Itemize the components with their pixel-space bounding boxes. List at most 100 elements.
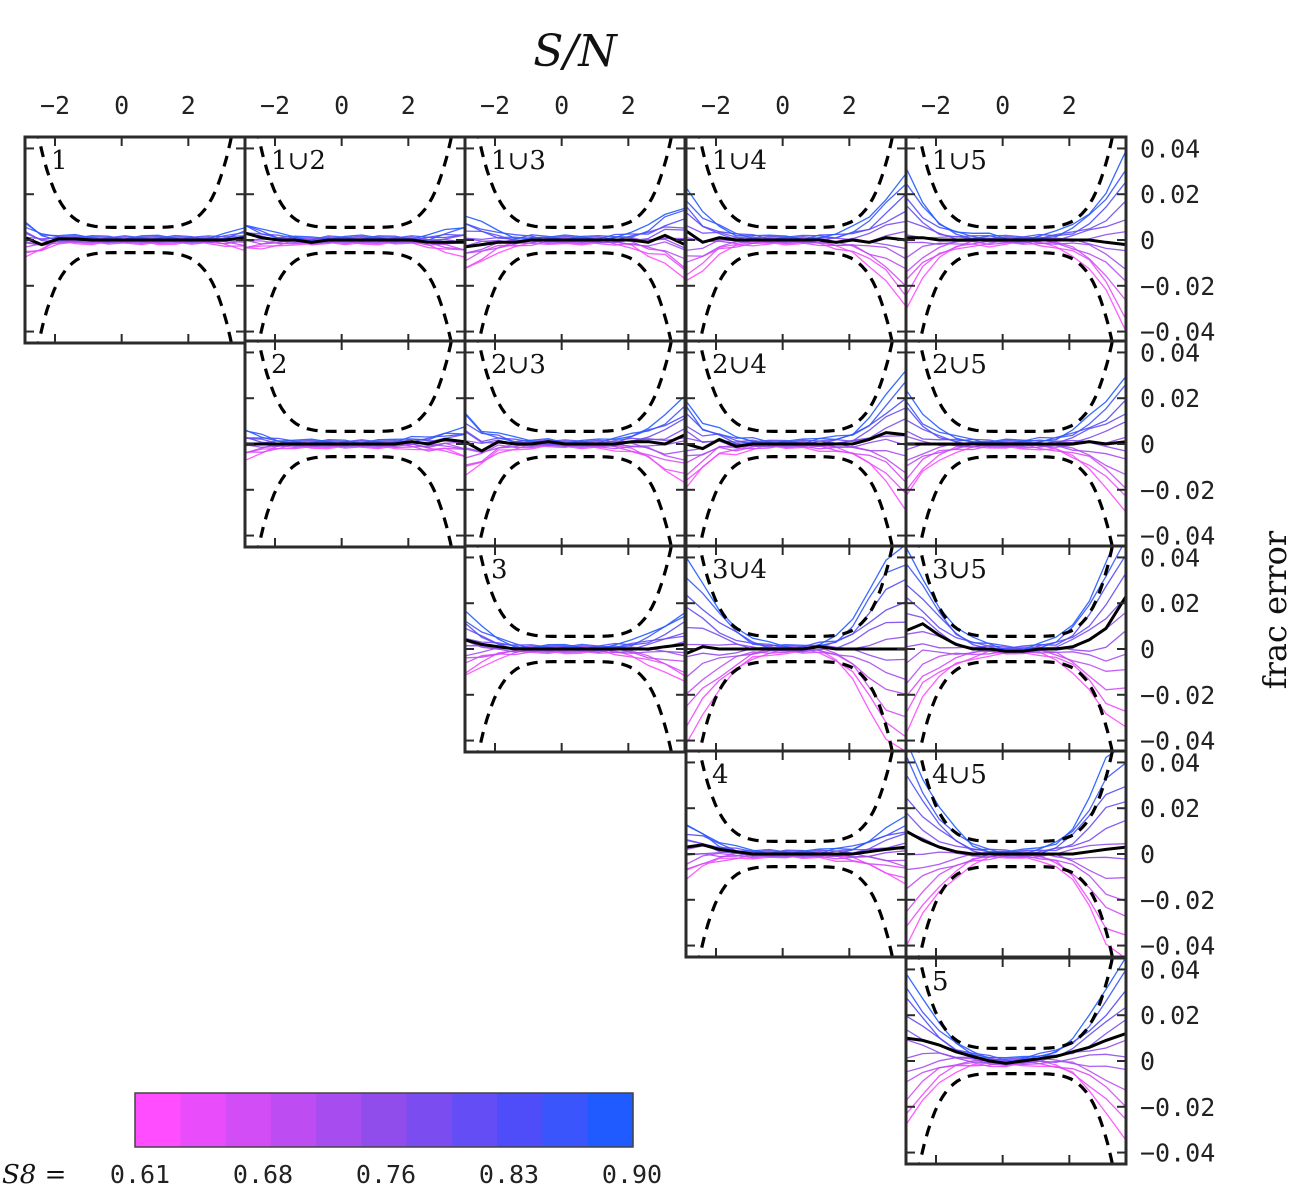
colorbar-swatch [135, 1093, 181, 1147]
s8-realization-line [465, 239, 685, 280]
s8-realization-line [906, 375, 1126, 443]
upper-tolerance-envelope [477, 341, 673, 433]
s8-realization-line [245, 232, 465, 244]
mean-line [25, 236, 245, 247]
x-tick-label: 2 [181, 91, 196, 120]
panel-plot-area [686, 546, 906, 752]
y-tick-label: −0.04 [1140, 522, 1215, 551]
panel-2: 2 [243, 339, 467, 549]
s8-realization-line [906, 443, 1126, 513]
upper-tolerance-envelope [477, 137, 673, 229]
lower-tolerance-envelope [918, 455, 1114, 547]
s8-realization-line [686, 241, 906, 307]
y-tick-label: 0.02 [1140, 180, 1200, 209]
s8-realization-line [906, 853, 1126, 880]
x-tick-label: −2 [260, 91, 290, 120]
x-tick-label: 0 [114, 91, 129, 120]
y-tick-label: −0.02 [1140, 681, 1215, 710]
x-tick-label: 0 [775, 91, 790, 120]
x-tick-label: −2 [701, 91, 731, 120]
mean-line [465, 433, 685, 453]
y-tick-label: −0.02 [1140, 886, 1215, 915]
panel-plot-area [465, 137, 685, 343]
s8-realization-line [465, 610, 685, 651]
upper-tolerance-envelope [698, 546, 894, 638]
lower-tolerance-envelope [918, 1072, 1114, 1164]
y-tick-label: −0.02 [1140, 272, 1215, 301]
lower-tolerance-envelope [918, 251, 1114, 343]
colorbar-tick-label: 0.83 [479, 1160, 539, 1189]
x-tick-label: −2 [480, 91, 510, 120]
panel-label: 2 [271, 350, 288, 380]
s8-realization-line [465, 646, 685, 663]
panel-plot-area [245, 137, 465, 343]
x-tick-label: −2 [921, 91, 951, 120]
s8-realization-line [686, 369, 906, 445]
s8-realization-line [686, 173, 906, 241]
y-tick-label: −0.04 [1140, 318, 1215, 347]
panel-1∪2: 1∪2 [243, 135, 467, 345]
mean-line [686, 229, 906, 244]
mean-line [906, 595, 1126, 653]
y-tick-label: 0.04 [1140, 338, 1200, 367]
x-tick-label: 2 [621, 91, 636, 120]
panels-layer: 1 1∪2 1∪3 1∪4 1∪5 0.04 0.02 0 −0.02 −0.04 2 2∪3 2∪4 2… [23, 91, 1215, 1168]
y-tick-label: −0.02 [1140, 476, 1215, 505]
mean-line [465, 233, 685, 249]
panel-3∪5: 3∪5 [904, 544, 1128, 754]
mean-line [245, 231, 465, 244]
mean-line [465, 638, 685, 651]
x-axis-title: S/N [533, 26, 618, 77]
s8-realization-line [245, 432, 465, 446]
panel-3∪4: 3∪4 [684, 544, 908, 754]
mean-line [906, 829, 1126, 856]
panel-1∪5: 1∪5 [904, 135, 1128, 345]
s8-realization-line [906, 856, 1126, 936]
y-tick-label: 0 [1140, 635, 1155, 664]
panel-plot-area [465, 546, 685, 752]
upper-tolerance-envelope [698, 341, 894, 433]
upper-tolerance-envelope [257, 341, 453, 433]
colorbar-swatch [316, 1093, 362, 1147]
y-tick-label: 0.04 [1140, 955, 1200, 984]
y-tick-label: 0 [1140, 1047, 1155, 1076]
panel-plot-area [906, 137, 1126, 343]
lower-tolerance-envelope [477, 251, 673, 343]
s8-realization-line [686, 238, 906, 270]
panel-plot-area [906, 751, 1126, 957]
s8-realization-line [686, 444, 906, 494]
panel-label: 1 [51, 146, 68, 176]
y-tick-label: 0.04 [1140, 543, 1200, 572]
s8-realization-line [686, 648, 906, 718]
upper-tolerance-envelope [257, 137, 453, 229]
upper-tolerance-envelope [918, 958, 1114, 1050]
y-tick-label: −0.04 [1140, 932, 1215, 961]
panel-plot-area [465, 341, 685, 547]
lower-tolerance-envelope [37, 251, 233, 343]
lower-tolerance-envelope [698, 455, 894, 547]
s8-realization-line [906, 237, 1126, 252]
upper-tolerance-envelope [918, 341, 1114, 433]
panel-4∪5: 4∪5 [904, 749, 1128, 959]
y-tick-label: 0.04 [1140, 748, 1200, 777]
panel-plot-area [25, 137, 245, 343]
x-tick-label: −2 [40, 91, 70, 120]
x-tick-label: 0 [995, 91, 1010, 120]
colorbar-swatch [361, 1093, 408, 1147]
mean-line [245, 437, 465, 446]
colorbar-swatch [406, 1093, 453, 1147]
colorbar-swatch [497, 1093, 544, 1147]
mean-line [906, 1032, 1126, 1065]
s8-realization-line [906, 596, 1126, 652]
s8-colorbar: 0.61 0.68 0.76 0.83 0.90 [110, 1092, 662, 1189]
s8-realization-line [465, 647, 685, 682]
lower-tolerance-envelope [257, 251, 453, 343]
s8-realization-line [245, 224, 465, 242]
panel-1: 1 [23, 135, 247, 345]
y-axis-title: frac error [1256, 530, 1294, 689]
lower-tolerance-envelope [698, 251, 894, 343]
upper-tolerance-envelope [918, 546, 1114, 638]
y-tick-label: −0.04 [1140, 1139, 1215, 1168]
s8-realization-line [909, 751, 1117, 853]
panel-plot-area [906, 546, 1126, 752]
